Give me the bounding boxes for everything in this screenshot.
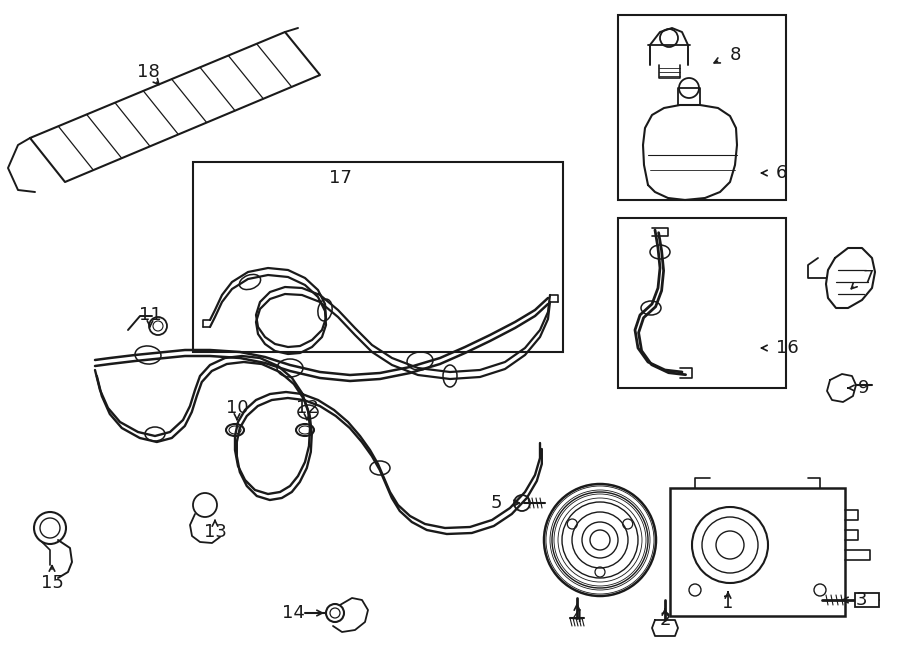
Text: 2: 2	[659, 611, 670, 629]
Text: 10: 10	[226, 399, 248, 417]
Text: 15: 15	[40, 574, 63, 592]
Text: 4: 4	[572, 608, 583, 626]
Text: 12: 12	[295, 399, 319, 417]
Bar	[193, 162, 563, 352]
Text: 3: 3	[856, 591, 868, 609]
Text: 14: 14	[282, 604, 305, 622]
Text: 17: 17	[328, 169, 351, 187]
Text: 18: 18	[137, 63, 159, 81]
Text: 16: 16	[776, 339, 799, 357]
Bar	[618, 218, 786, 388]
Text: 1: 1	[723, 594, 734, 612]
Bar	[855, 593, 879, 607]
Bar	[618, 15, 786, 200]
Bar	[670, 488, 845, 616]
Text: 9: 9	[858, 379, 869, 397]
Text: 6: 6	[776, 164, 788, 182]
Text: 5: 5	[491, 494, 502, 512]
Text: 13: 13	[203, 523, 227, 541]
Text: 7: 7	[862, 269, 874, 287]
Text: 8: 8	[730, 46, 742, 64]
Text: 11: 11	[139, 306, 161, 324]
